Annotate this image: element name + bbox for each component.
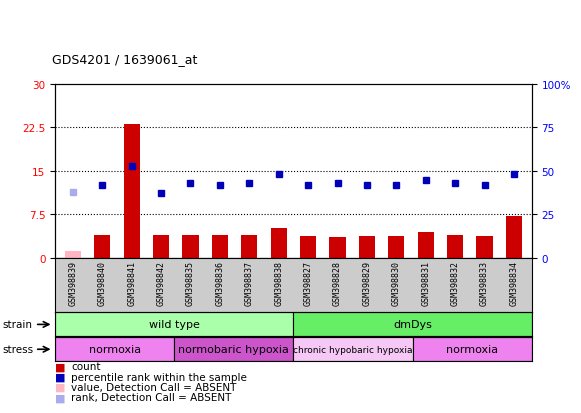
Bar [241,235,257,258]
Bar [55,313,293,337]
Bar [271,228,287,258]
Text: wild type: wild type [149,320,200,330]
Bar [293,313,532,337]
Bar [329,238,346,258]
Text: ■: ■ [55,382,66,392]
Bar [182,235,199,258]
Bar [388,236,404,258]
Text: count: count [71,361,101,371]
Text: GSM398836: GSM398836 [216,261,224,306]
Text: strain: strain [3,320,33,330]
Text: chronic hypobaric hypoxia: chronic hypobaric hypoxia [293,345,413,354]
Bar [55,337,174,361]
Text: rank, Detection Call = ABSENT: rank, Detection Call = ABSENT [71,392,232,402]
Bar [153,235,169,258]
Bar [413,337,532,361]
Bar [476,236,493,258]
Text: dmDys: dmDys [393,320,432,330]
Text: percentile rank within the sample: percentile rank within the sample [71,372,248,382]
Bar [212,235,228,258]
Bar [64,251,81,258]
Text: GSM398830: GSM398830 [392,261,401,306]
Bar [418,232,434,258]
Text: GSM398835: GSM398835 [186,261,195,306]
Bar [300,236,316,258]
Text: GSM398838: GSM398838 [274,261,283,306]
Text: normoxia: normoxia [89,344,141,354]
Text: GSM398839: GSM398839 [69,261,77,306]
Text: GDS4201 / 1639061_at: GDS4201 / 1639061_at [52,53,198,66]
Bar [124,125,140,258]
Text: GSM398837: GSM398837 [245,261,254,306]
Text: GSM398828: GSM398828 [333,261,342,306]
Text: normoxia: normoxia [446,344,498,354]
Text: stress: stress [3,344,34,354]
Text: ■: ■ [55,372,66,382]
Bar [94,235,110,258]
Text: normobaric hypoxia: normobaric hypoxia [178,344,289,354]
Bar [447,235,463,258]
Text: GSM398834: GSM398834 [510,261,518,306]
Text: GSM398832: GSM398832 [451,261,460,306]
Text: ■: ■ [55,392,66,402]
Text: GSM398827: GSM398827 [304,261,313,306]
Bar [506,216,522,258]
Bar [293,337,413,361]
Text: GSM398840: GSM398840 [98,261,107,306]
Text: ■: ■ [55,361,66,371]
Text: GSM398831: GSM398831 [421,261,431,306]
Text: value, Detection Call = ABSENT: value, Detection Call = ABSENT [71,382,237,392]
Text: GSM398841: GSM398841 [127,261,136,306]
Text: GSM398833: GSM398833 [480,261,489,306]
Bar [174,337,293,361]
Text: GSM398829: GSM398829 [363,261,371,306]
Text: GSM398842: GSM398842 [156,261,166,306]
Bar [359,236,375,258]
